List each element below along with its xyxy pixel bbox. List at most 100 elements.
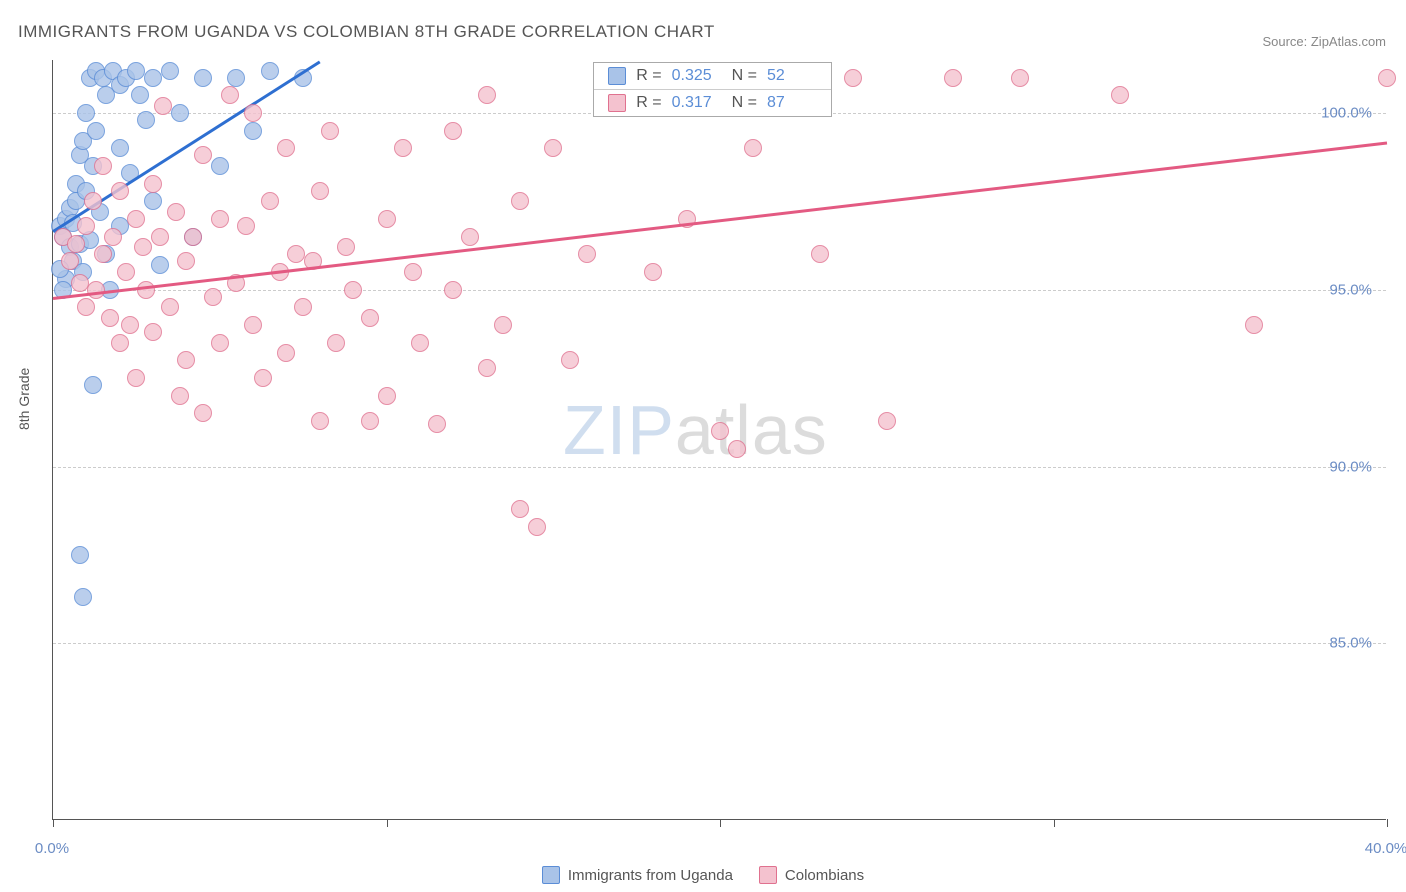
data-point-colombia xyxy=(244,104,262,122)
source-attribution: Source: ZipAtlas.com xyxy=(1262,34,1386,49)
stats-swatch-colombia xyxy=(608,94,626,112)
x-tick-label: 0.0% xyxy=(35,840,69,857)
data-point-colombia xyxy=(177,351,195,369)
data-point-colombia xyxy=(134,238,152,256)
data-point-colombia xyxy=(428,415,446,433)
legend-swatch-uganda xyxy=(542,866,560,884)
gridline-h xyxy=(53,643,1386,644)
bottom-legend: Immigrants from Uganda Colombians xyxy=(0,866,1406,884)
data-point-colombia xyxy=(711,422,729,440)
data-point-uganda xyxy=(244,122,262,140)
data-point-colombia xyxy=(378,210,396,228)
y-axis-label: 8th Grade xyxy=(16,368,32,430)
data-point-colombia xyxy=(494,316,512,334)
data-point-colombia xyxy=(177,252,195,270)
data-point-colombia xyxy=(151,228,169,246)
data-point-colombia xyxy=(561,351,579,369)
chart-title: IMMIGRANTS FROM UGANDA VS COLOMBIAN 8TH … xyxy=(18,22,715,42)
data-point-colombia xyxy=(194,146,212,164)
stats-n-label: N = xyxy=(732,94,757,112)
data-point-colombia xyxy=(254,369,272,387)
data-point-colombia xyxy=(61,252,79,270)
data-point-colombia xyxy=(1011,69,1029,87)
watermark-zip: ZIP xyxy=(563,391,675,469)
data-point-colombia xyxy=(161,298,179,316)
data-point-colombia xyxy=(478,86,496,104)
data-point-colombia xyxy=(144,175,162,193)
data-point-colombia xyxy=(811,245,829,263)
data-point-colombia xyxy=(378,387,396,405)
legend-label-uganda: Immigrants from Uganda xyxy=(568,867,733,884)
legend-item-colombia: Colombians xyxy=(759,866,864,884)
data-point-colombia xyxy=(544,139,562,157)
data-point-colombia xyxy=(1245,316,1263,334)
data-point-colombia xyxy=(127,369,145,387)
data-point-colombia xyxy=(67,235,85,253)
data-point-colombia xyxy=(844,69,862,87)
data-point-colombia xyxy=(87,281,105,299)
data-point-colombia xyxy=(194,404,212,422)
data-point-colombia xyxy=(1378,69,1396,87)
watermark-atlas: atlas xyxy=(675,391,828,469)
legend-item-uganda: Immigrants from Uganda xyxy=(542,866,733,884)
data-point-colombia xyxy=(944,69,962,87)
data-point-colombia xyxy=(511,192,529,210)
y-tick-label: 85.0% xyxy=(1329,635,1372,652)
stats-r-value-colombia: 0.317 xyxy=(672,94,722,112)
data-point-uganda xyxy=(144,69,162,87)
data-point-colombia xyxy=(1111,86,1129,104)
gridline-h xyxy=(53,290,1386,291)
data-point-colombia xyxy=(327,334,345,352)
data-point-colombia xyxy=(478,359,496,377)
data-point-colombia xyxy=(404,263,422,281)
x-tick xyxy=(1387,819,1388,827)
stats-n-value-colombia: 87 xyxy=(767,94,817,112)
data-point-uganda xyxy=(261,62,279,80)
data-point-colombia xyxy=(444,122,462,140)
data-point-colombia xyxy=(121,316,139,334)
data-point-colombia xyxy=(211,210,229,228)
data-point-colombia xyxy=(77,217,95,235)
stats-row-colombia: R =0.317N =87 xyxy=(594,90,831,116)
data-point-colombia xyxy=(144,323,162,341)
data-point-uganda xyxy=(137,111,155,129)
data-point-colombia xyxy=(878,412,896,430)
data-point-colombia xyxy=(104,228,122,246)
data-point-colombia xyxy=(137,281,155,299)
stats-row-uganda: R =0.325N =52 xyxy=(594,63,831,90)
data-point-colombia xyxy=(221,86,239,104)
stats-n-label: N = xyxy=(732,67,757,85)
data-point-uganda xyxy=(71,546,89,564)
x-tick xyxy=(53,819,54,827)
data-point-colombia xyxy=(337,238,355,256)
data-point-colombia xyxy=(111,334,129,352)
data-point-colombia xyxy=(311,182,329,200)
data-point-colombia xyxy=(167,203,185,221)
x-tick xyxy=(1054,819,1055,827)
data-point-colombia xyxy=(411,334,429,352)
data-point-uganda xyxy=(194,69,212,87)
data-point-uganda xyxy=(161,62,179,80)
data-point-colombia xyxy=(111,182,129,200)
data-point-uganda xyxy=(131,86,149,104)
stats-r-label: R = xyxy=(636,67,661,85)
data-point-uganda xyxy=(211,157,229,175)
data-point-colombia xyxy=(171,387,189,405)
data-point-colombia xyxy=(511,500,529,518)
data-point-colombia xyxy=(71,274,89,292)
data-point-colombia xyxy=(344,281,362,299)
data-point-colombia xyxy=(127,210,145,228)
data-point-colombia xyxy=(277,344,295,362)
data-point-uganda xyxy=(127,62,145,80)
data-point-colombia xyxy=(744,139,762,157)
data-point-uganda xyxy=(74,588,92,606)
legend-label-colombia: Colombians xyxy=(785,867,864,884)
data-point-colombia xyxy=(728,440,746,458)
legend-swatch-colombia xyxy=(759,866,777,884)
watermark: ZIPatlas xyxy=(563,390,828,470)
data-point-uganda xyxy=(87,122,105,140)
data-point-colombia xyxy=(321,122,339,140)
scatter-plot-area: ZIPatlas 85.0%90.0%95.0%100.0%R =0.325N … xyxy=(52,60,1386,820)
data-point-colombia xyxy=(528,518,546,536)
data-point-colombia xyxy=(361,412,379,430)
